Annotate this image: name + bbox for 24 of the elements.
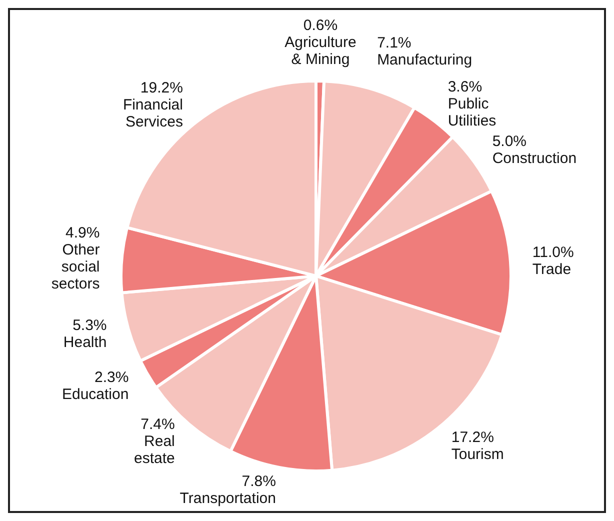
slice-label: Education xyxy=(62,386,129,404)
slice-label: Transportation xyxy=(180,490,276,507)
slice-label: Manufacturing xyxy=(377,51,472,68)
slice-label: Other social sectors xyxy=(51,242,100,293)
data-label: 3.6% xyxy=(448,78,482,96)
slice-label: Trade xyxy=(532,260,572,278)
slice-label: Construction xyxy=(492,150,577,168)
data-label: 7.1% xyxy=(377,34,412,52)
slice-label: Financial Services xyxy=(122,96,183,131)
slice-label: Health xyxy=(63,334,107,351)
data-label: 7.8% xyxy=(242,472,276,490)
slice-label: Tourism xyxy=(451,446,504,464)
data-label: 19.2% xyxy=(140,80,183,97)
slice-label: Agriculture & Mining xyxy=(284,34,356,68)
data-label: 17.2% xyxy=(451,429,494,446)
data-label: 5.0% xyxy=(492,133,527,150)
data-label: 4.9% xyxy=(66,224,100,242)
data-label: 5.3% xyxy=(72,316,107,334)
data-label: 11.0% xyxy=(532,244,574,261)
slice-label: Real estate xyxy=(134,432,175,467)
data-label: 2.3% xyxy=(94,369,129,386)
slice-label: Public Utilities xyxy=(448,96,496,130)
data-label: 7.4% xyxy=(140,416,175,433)
data-label: 0.6% xyxy=(303,17,338,34)
